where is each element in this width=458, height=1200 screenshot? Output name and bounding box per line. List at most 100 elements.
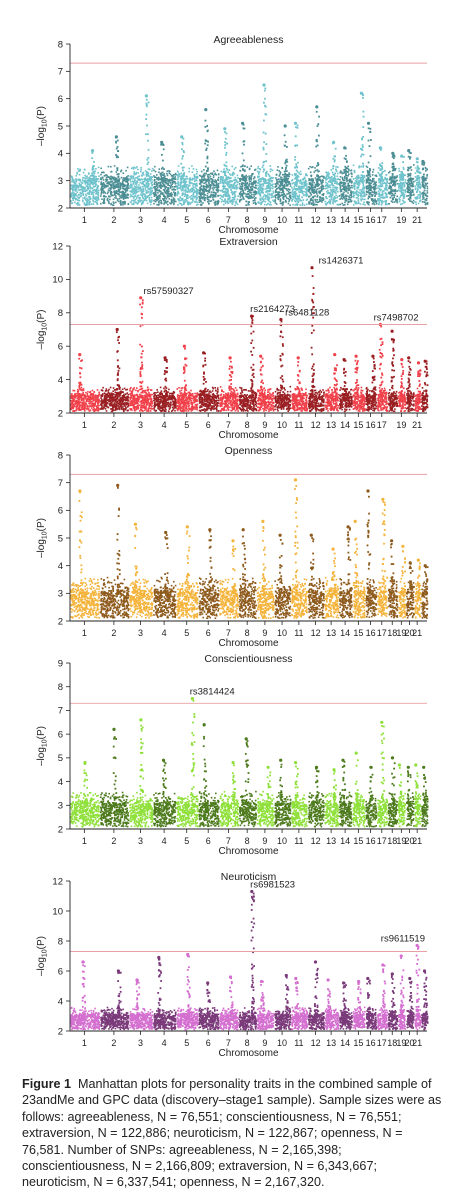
- data-point: [98, 181, 100, 183]
- data-point: [265, 172, 267, 174]
- data-point: [79, 200, 81, 202]
- data-point: [333, 177, 335, 179]
- data-point: [404, 201, 406, 203]
- data-point: [93, 176, 95, 178]
- data-point: [172, 182, 174, 184]
- data-point: [386, 187, 388, 189]
- data-point: [175, 201, 177, 203]
- data-point: [233, 185, 235, 187]
- data-point: [166, 178, 168, 180]
- data-point: [190, 177, 192, 179]
- peak-point: [391, 152, 394, 155]
- data-point: [305, 195, 307, 197]
- data-point: [169, 195, 171, 197]
- data-point: [317, 125, 319, 127]
- data-point: [116, 190, 118, 192]
- data-point: [327, 193, 329, 195]
- data-point: [386, 200, 388, 202]
- data-point: [265, 198, 267, 200]
- data-point: [395, 200, 397, 202]
- data-point: [141, 175, 143, 177]
- data-point: [208, 182, 210, 184]
- data-point: [178, 165, 180, 167]
- data-point: [75, 175, 77, 177]
- data-point: [206, 162, 208, 164]
- data-point: [331, 198, 333, 200]
- data-point: [293, 197, 295, 199]
- data-point: [167, 175, 169, 177]
- data-point: [82, 189, 84, 191]
- data-point: [282, 182, 284, 184]
- data-point: [204, 180, 206, 182]
- data-point: [153, 200, 155, 202]
- data-point: [166, 198, 168, 200]
- data-point: [79, 174, 81, 176]
- data-point: [270, 177, 272, 179]
- data-point: [213, 170, 215, 172]
- data-point: [236, 181, 238, 183]
- data-point: [243, 144, 245, 146]
- data-point: [94, 185, 96, 187]
- data-point: [348, 173, 350, 175]
- data-point: [191, 201, 193, 203]
- data-point: [173, 204, 175, 206]
- data-point: [288, 172, 290, 174]
- data-point: [93, 203, 95, 205]
- data-point: [362, 188, 364, 190]
- data-point: [264, 98, 266, 100]
- data-point: [157, 183, 159, 185]
- data-point: [151, 197, 153, 199]
- data-point: [281, 203, 283, 205]
- peak-point: [332, 141, 335, 144]
- data-point: [172, 186, 174, 188]
- data-point: [161, 179, 163, 181]
- data-point: [210, 195, 212, 197]
- data-point: [369, 189, 371, 191]
- data-point: [407, 170, 409, 172]
- data-point: [300, 173, 302, 175]
- data-point: [354, 200, 356, 202]
- data-point: [390, 186, 392, 188]
- data-point: [394, 193, 396, 195]
- data-point: [368, 162, 370, 164]
- data-point: [142, 181, 144, 183]
- data-point: [369, 179, 371, 181]
- data-point: [146, 182, 148, 184]
- data-point: [326, 198, 328, 200]
- data-point: [128, 203, 130, 205]
- data-point: [378, 172, 380, 174]
- data-point: [342, 177, 344, 179]
- data-point: [163, 148, 165, 150]
- data-point: [73, 179, 75, 181]
- data-point: [363, 202, 365, 204]
- data-point: [354, 186, 356, 188]
- data-point: [130, 194, 132, 196]
- data-point: [248, 198, 250, 200]
- data-point: [379, 186, 381, 188]
- data-point: [133, 176, 135, 178]
- data-point: [383, 201, 385, 203]
- data-point: [182, 170, 184, 172]
- data-point: [293, 186, 295, 188]
- data-point: [349, 201, 351, 203]
- data-point: [296, 193, 298, 195]
- data-point: [152, 168, 154, 170]
- data-point: [312, 203, 314, 205]
- data-point: [263, 200, 265, 202]
- data-point: [150, 190, 152, 192]
- data-point: [292, 174, 294, 176]
- data-point: [297, 197, 299, 199]
- data-point: [144, 196, 146, 198]
- data-point: [341, 173, 343, 175]
- data-point: [373, 184, 375, 186]
- data-point: [354, 202, 356, 204]
- data-point: [163, 177, 165, 179]
- data-point: [408, 156, 410, 158]
- data-point: [392, 193, 394, 195]
- data-point: [282, 194, 284, 196]
- data-point: [306, 192, 308, 194]
- data-point: [151, 200, 153, 202]
- data-point: [234, 188, 236, 190]
- data-point: [200, 199, 202, 201]
- data-point: [413, 200, 415, 202]
